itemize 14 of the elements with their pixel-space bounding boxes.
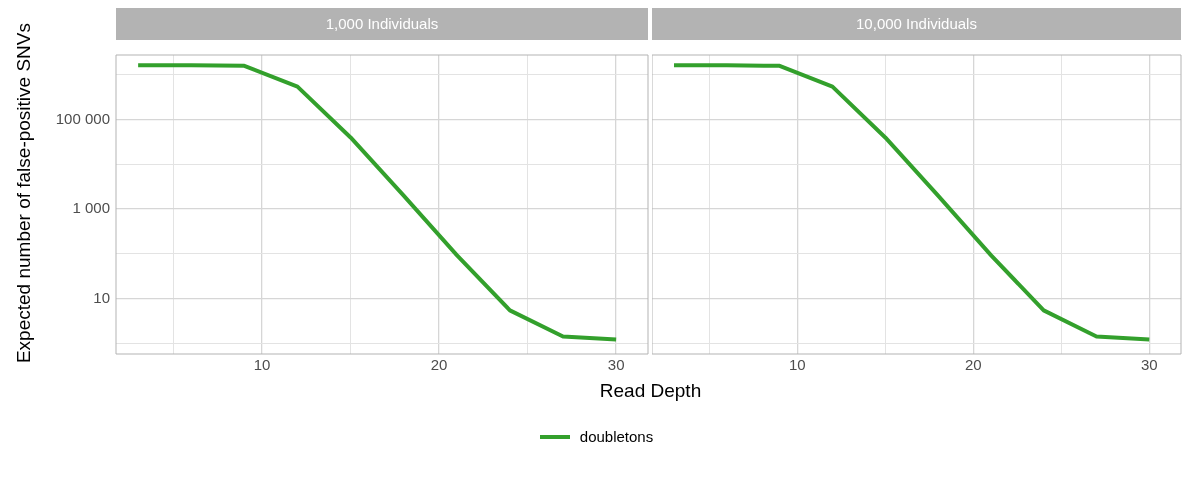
x-tick-label: 10 (253, 356, 271, 374)
chart-title: 1,000 Individuals (116, 8, 648, 40)
x-tick-label: 20 (430, 356, 448, 374)
y-tick-label: 100 000 (55, 109, 110, 127)
y-tick-label: 10 (93, 288, 110, 306)
chart-title: 10,000 Individuals (652, 8, 1181, 40)
x-tick-label: 10 (788, 356, 806, 374)
x-axis-title: Read Depth (598, 380, 703, 402)
x-tick-label: 30 (1140, 356, 1158, 374)
x-tick-label: 30 (607, 356, 625, 374)
y-tick-label: 1 000 (72, 199, 110, 217)
x-tick-label: 20 (964, 356, 982, 374)
legend-label: doubletons (579, 428, 654, 445)
y-axis-title: Expected number of false-positive SNVs (13, 22, 35, 364)
